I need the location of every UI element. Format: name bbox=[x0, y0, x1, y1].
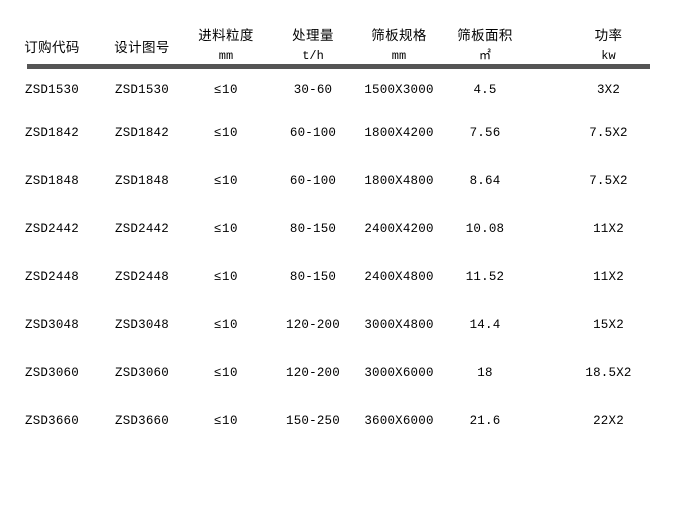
cell-screen_spec: 1500X3000 bbox=[364, 83, 434, 97]
cell-design_no: ZSD3660 bbox=[115, 414, 169, 428]
cell-design_no: ZSD2448 bbox=[115, 270, 169, 284]
cell-screen_spec: 3000X4800 bbox=[364, 318, 434, 332]
cell-capacity: 120-200 bbox=[286, 366, 340, 380]
cell-design_no: ZSD1530 bbox=[115, 83, 169, 97]
cell-design_no: ZSD1842 bbox=[115, 126, 169, 140]
column-header-unit: t/h bbox=[302, 49, 324, 63]
cell-design_no: ZSD3048 bbox=[115, 318, 169, 332]
column-header-unit: mm bbox=[218, 49, 234, 63]
cell-power: 7.5X2 bbox=[589, 174, 628, 188]
column-header-feed_size: 进料粒度 mm bbox=[180, 0, 272, 62]
cell-capacity: 80-150 bbox=[289, 270, 337, 284]
cell-power: 22X2 bbox=[593, 414, 624, 428]
cell-capacity: 30-60 bbox=[293, 83, 333, 97]
table-row: ZSD3060 ZSD3060 ≤10 120-200 3000X6000 18 18.5X… bbox=[0, 349, 691, 397]
column-header-unit: mm bbox=[391, 49, 407, 63]
cell-screen_area: 11.52 bbox=[465, 270, 505, 284]
cell-feed_size: ≤10 bbox=[213, 126, 238, 140]
header-rule-row bbox=[0, 62, 691, 71]
cell-order_code: ZSD2442 bbox=[25, 222, 79, 236]
column-header-title: 进料粒度 bbox=[198, 27, 254, 44]
cell-order_code: ZSD3060 bbox=[25, 366, 79, 380]
column-header-title: 订购代码 bbox=[24, 39, 80, 56]
column-header-screen_spec: 筛板规格 mm bbox=[354, 0, 444, 62]
cell-power: 11X2 bbox=[593, 270, 624, 284]
cell-screen_spec: 3000X6000 bbox=[364, 366, 434, 380]
table-row: ZSD3048 ZSD3048 ≤10 120-200 3000X4800 14.4 15X… bbox=[0, 301, 691, 349]
column-header-unit: kw bbox=[601, 49, 616, 63]
column-header-unit: ㎡ bbox=[478, 49, 491, 63]
cell-order_code: ZSD3660 bbox=[25, 414, 79, 428]
cell-screen_area: 7.56 bbox=[469, 126, 501, 140]
cell-feed_size: ≤10 bbox=[213, 83, 238, 97]
cell-power: 7.5X2 bbox=[589, 126, 628, 140]
cell-screen_spec: 1800X4200 bbox=[364, 126, 434, 140]
cell-screen_area: 8.64 bbox=[469, 174, 501, 188]
cell-power: 18.5X2 bbox=[585, 366, 632, 380]
column-header-title: 功率 bbox=[594, 27, 623, 44]
table-row: ZSD2442 ZSD2442 ≤10 80-150 2400X4200 10.08 11X… bbox=[0, 205, 691, 253]
column-header-content: 处理量 t/h bbox=[272, 4, 354, 62]
column-header-title: 筛板规格 bbox=[371, 27, 427, 44]
cell-capacity: 120-200 bbox=[286, 318, 340, 332]
cell-order_code: ZSD1530 bbox=[25, 83, 79, 97]
column-header-content: 进料粒度 mm bbox=[180, 4, 272, 62]
column-header-content: 功率 kw bbox=[526, 4, 691, 62]
cell-capacity: 60-100 bbox=[289, 126, 337, 140]
table-body: ZSD1530 ZSD1530 ≤10 30-60 1500X3000 4.5 3X2 ZSD… bbox=[0, 71, 691, 445]
cell-feed_size: ≤10 bbox=[213, 174, 238, 188]
cell-design_no: ZSD1848 bbox=[115, 174, 169, 188]
cell-order_code: ZSD1848 bbox=[25, 174, 79, 188]
table-row: ZSD1842 ZSD1842 ≤10 60-100 1800X4200 7.56 7.5X… bbox=[0, 109, 691, 157]
column-header-design_no: 设计图号 bbox=[104, 0, 180, 62]
table-row: ZSD1530 ZSD1530 ≤10 30-60 1500X3000 4.5 3X2 bbox=[0, 71, 691, 109]
header-separator-rule bbox=[27, 64, 650, 69]
cell-screen_area: 18 bbox=[477, 366, 493, 380]
cell-screen_spec: 2400X4800 bbox=[364, 270, 434, 284]
column-header-content: 筛板规格 mm bbox=[354, 4, 444, 62]
column-header-title: 设计图号 bbox=[114, 39, 170, 56]
table-row: ZSD2448 ZSD2448 ≤10 80-150 2400X4800 11.52 11X… bbox=[0, 253, 691, 301]
cell-screen_spec: 1800X4800 bbox=[364, 174, 434, 188]
cell-feed_size: ≤10 bbox=[213, 414, 238, 428]
cell-feed_size: ≤10 bbox=[213, 270, 238, 284]
cell-screen_area: 4.5 bbox=[473, 83, 497, 97]
column-header-content: 订购代码 bbox=[0, 4, 104, 62]
column-header-power: 功率 kw bbox=[526, 0, 691, 62]
cell-screen_area: 21.6 bbox=[469, 414, 501, 428]
cell-capacity: 60-100 bbox=[289, 174, 337, 188]
cell-capacity: 150-250 bbox=[286, 414, 340, 428]
cell-feed_size: ≤10 bbox=[213, 318, 238, 332]
cell-power: 3X2 bbox=[596, 83, 621, 97]
cell-order_code: ZSD1842 bbox=[25, 126, 79, 140]
cell-feed_size: ≤10 bbox=[213, 366, 238, 380]
column-header-title: 筛板面积 bbox=[457, 27, 513, 44]
cell-power: 15X2 bbox=[593, 318, 624, 332]
table-row: ZSD3660 ZSD3660 ≤10 150-250 3600X6000 21.6 22X… bbox=[0, 397, 691, 445]
cell-screen_spec: 2400X4200 bbox=[364, 222, 434, 236]
cell-design_no: ZSD3060 bbox=[115, 366, 169, 380]
cell-capacity: 80-150 bbox=[289, 222, 337, 236]
cell-design_no: ZSD2442 bbox=[115, 222, 169, 236]
cell-screen_area: 14.4 bbox=[469, 318, 501, 332]
cell-screen_area: 10.08 bbox=[465, 222, 505, 236]
column-header-order_code: 订购代码 bbox=[0, 0, 104, 62]
table-row: ZSD1848 ZSD1848 ≤10 60-100 1800X4800 8.64 7.5X… bbox=[0, 157, 691, 205]
cell-feed_size: ≤10 bbox=[213, 222, 238, 236]
cell-order_code: ZSD3048 bbox=[25, 318, 79, 332]
header-rule-cell bbox=[0, 62, 691, 71]
cell-power: 11X2 bbox=[593, 222, 624, 236]
cell-screen_spec: 3600X6000 bbox=[364, 414, 434, 428]
column-header-content: 设计图号 bbox=[104, 4, 180, 62]
cell-order_code: ZSD2448 bbox=[25, 270, 79, 284]
column-header-title: 处理量 bbox=[292, 27, 334, 44]
column-header-capacity: 处理量 t/h bbox=[272, 0, 354, 62]
